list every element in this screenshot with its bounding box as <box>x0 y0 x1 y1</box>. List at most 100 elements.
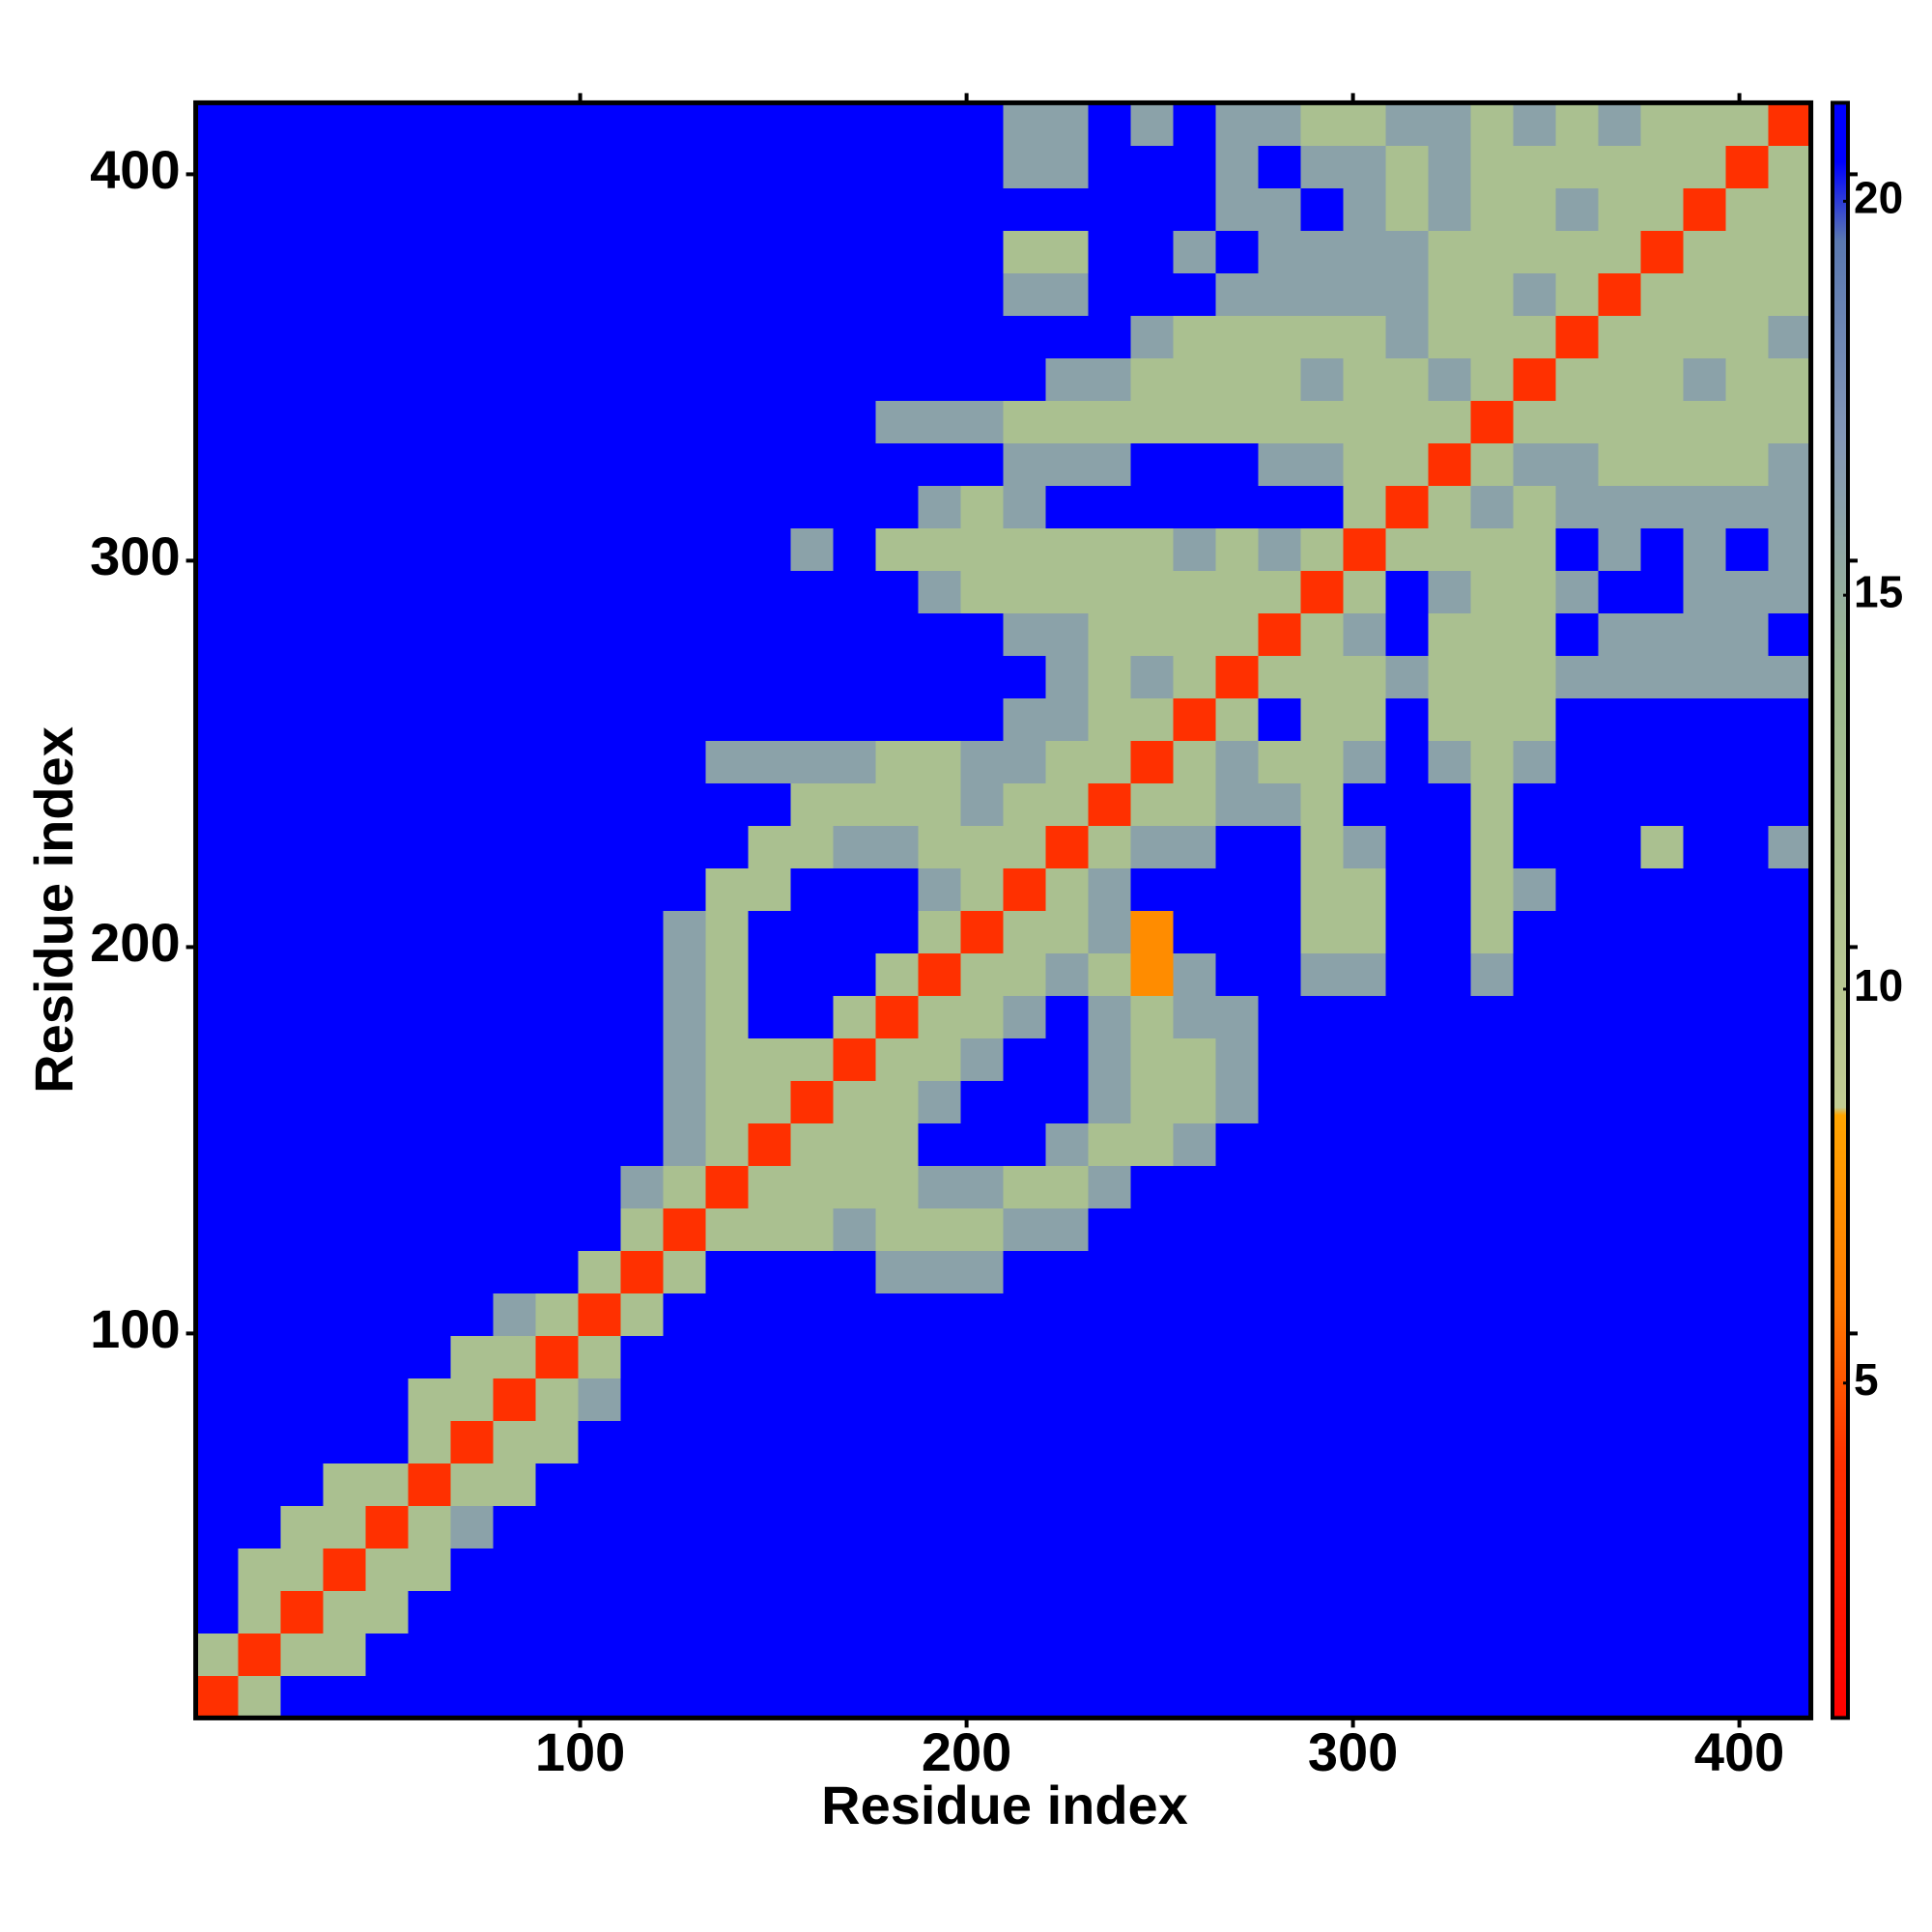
heatmap-cell <box>748 1463 792 1506</box>
heatmap-cell <box>1555 357 1600 401</box>
heatmap-cell <box>833 655 877 698</box>
heatmap-cell <box>1640 485 1685 528</box>
heatmap-cell <box>1555 995 1600 1038</box>
heatmap-cell <box>1258 952 1302 996</box>
heatmap-cell <box>493 357 537 401</box>
heatmap-cell <box>1725 1122 1770 1166</box>
heatmap-cell <box>535 1208 580 1251</box>
heatmap-cell <box>1258 1335 1302 1378</box>
heatmap-cell <box>1173 825 1217 868</box>
heatmap-cell <box>1513 655 1557 698</box>
heatmap-cell <box>1173 612 1217 656</box>
heatmap-cell <box>365 272 410 316</box>
heatmap-cell <box>663 1037 707 1081</box>
heatmap-cell <box>960 1378 1005 1421</box>
heatmap-cell <box>1555 145 1600 188</box>
heatmap-cell <box>1343 782 1387 826</box>
heatmap-cell <box>875 1548 920 1591</box>
heatmap-cell <box>1300 1505 1345 1548</box>
heatmap-cell <box>1640 995 1685 1038</box>
heatmap-cell <box>875 1208 920 1251</box>
heatmap-cell <box>1725 102 1770 146</box>
heatmap-cell <box>1215 952 1260 996</box>
heatmap-cell <box>1470 485 1515 528</box>
heatmap-cell <box>1428 1208 1472 1251</box>
heatmap-cell <box>450 1548 495 1591</box>
heatmap-cell <box>1258 1250 1302 1293</box>
heatmap-cell <box>1428 1293 1472 1336</box>
heatmap-cell <box>1428 1335 1472 1378</box>
heatmap-cell <box>1215 1080 1260 1123</box>
heatmap-cell <box>833 952 877 996</box>
heatmap-cell <box>1258 655 1302 698</box>
heatmap-cell <box>238 1505 282 1548</box>
heatmap-cell <box>748 527 792 571</box>
heatmap-cell <box>705 1080 750 1123</box>
heatmap-cell <box>1088 315 1132 358</box>
heatmap-cell <box>1555 1675 1600 1719</box>
heatmap-cell <box>1088 1037 1132 1081</box>
heatmap-cell <box>748 1165 792 1208</box>
heatmap-cell <box>620 1505 665 1548</box>
y-axis-title: Residue index <box>23 726 84 1094</box>
heatmap-cell <box>1215 1675 1260 1719</box>
heatmap-cell <box>748 1080 792 1123</box>
heatmap-cell <box>493 1293 537 1336</box>
heatmap-cell <box>1173 1505 1217 1548</box>
heatmap-cell <box>1768 825 1812 868</box>
heatmap-cell <box>238 655 282 698</box>
heatmap-cell <box>790 1080 835 1123</box>
heatmap-cell <box>408 527 452 571</box>
heatmap-cell <box>1428 187 1472 231</box>
heatmap-cell <box>280 442 325 486</box>
heatmap-cell <box>620 1590 665 1634</box>
heatmap-cell <box>535 1633 580 1676</box>
heatmap-cell <box>875 1335 920 1378</box>
heatmap-cell <box>1555 315 1600 358</box>
heatmap-cell <box>705 442 750 486</box>
heatmap-cell <box>875 655 920 698</box>
heatmap-cell <box>1385 995 1430 1038</box>
heatmap-cell <box>1088 1080 1132 1123</box>
heatmap-cell <box>790 1122 835 1166</box>
heatmap-cell <box>1470 315 1515 358</box>
heatmap <box>195 102 1812 1719</box>
heatmap-cell <box>875 485 920 528</box>
heatmap-cell <box>365 697 410 741</box>
heatmap-cell <box>663 102 707 146</box>
heatmap-cell <box>1513 1080 1557 1123</box>
heatmap-cell <box>1683 1293 1727 1336</box>
heatmap-cell <box>1683 1250 1727 1293</box>
heatmap-cell <box>1768 1080 1812 1123</box>
heatmap-cell <box>875 230 920 273</box>
heatmap-cell <box>1343 357 1387 401</box>
heatmap-cell <box>875 1037 920 1081</box>
heatmap-cell <box>1640 1080 1685 1123</box>
heatmap-cell <box>705 145 750 188</box>
heatmap-cell <box>578 867 622 911</box>
heatmap-cell <box>1470 230 1515 273</box>
heatmap-cell <box>1683 1548 1727 1591</box>
heatmap-cell <box>960 995 1005 1038</box>
heatmap-cell <box>280 570 325 613</box>
heatmap-cell <box>1215 102 1260 146</box>
heatmap-cell <box>280 1548 325 1591</box>
heatmap-cell <box>1385 1208 1430 1251</box>
heatmap-cell <box>450 570 495 613</box>
heatmap-cell <box>450 612 495 656</box>
y-tick-label: 200 <box>90 912 180 973</box>
heatmap-cell <box>450 995 495 1038</box>
heatmap-cell <box>705 1505 750 1548</box>
heatmap-cell <box>960 740 1005 783</box>
heatmap-cell <box>663 442 707 486</box>
heatmap-cell <box>1130 1080 1175 1123</box>
heatmap-cell <box>578 1293 622 1336</box>
heatmap-cell <box>1215 570 1260 613</box>
heatmap-cell <box>195 230 240 273</box>
heatmap-cell <box>408 1037 452 1081</box>
heatmap-cell <box>620 1165 665 1208</box>
heatmap-cell <box>875 825 920 868</box>
heatmap-cell <box>1258 1293 1302 1336</box>
heatmap-cell <box>1385 655 1430 698</box>
heatmap-cell <box>1428 1037 1472 1081</box>
